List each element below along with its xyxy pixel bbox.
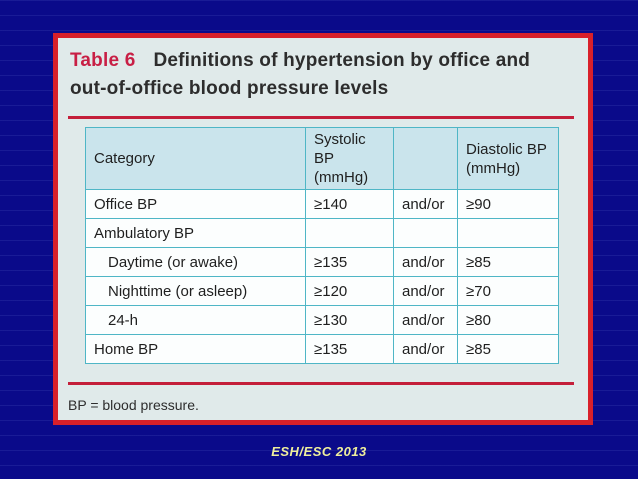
cell-category: Office BP: [85, 189, 306, 219]
table-row-nighttime: Nighttime (or asleep) ≥120 and/or ≥70: [85, 276, 559, 306]
column-header-category: Category: [85, 127, 306, 190]
cell-category: Daytime (or awake): [85, 247, 306, 277]
cell-systolic: ≥140: [305, 189, 394, 219]
cell-diastolic: ≥80: [457, 305, 559, 335]
cell-category: Ambulatory BP: [85, 218, 306, 248]
table-title-text: Definitions of hypertension by office an…: [70, 50, 531, 99]
cell-category: 24-h: [85, 305, 306, 335]
cell-systolic: [305, 218, 394, 248]
cell-category: Nighttime (or asleep): [85, 276, 306, 306]
cell-conjunction: and/or: [393, 305, 458, 335]
cell-conjunction: and/or: [393, 247, 458, 277]
table-number-label: Table 6: [70, 50, 136, 71]
credit-text: ESH/ESC 2013: [271, 444, 367, 459]
table-row-office-bp: Office BP ≥140 and/or ≥90: [85, 189, 559, 219]
cell-conjunction: and/or: [393, 189, 458, 219]
table-panel: Table 6 Definitions of hypertension by of…: [53, 33, 593, 425]
table-row-home-bp: Home BP ≥135 and/or ≥85: [85, 334, 559, 364]
cell-systolic: ≥120: [305, 276, 394, 306]
cell-conjunction: and/or: [393, 334, 458, 364]
cell-category: Home BP: [85, 334, 306, 364]
cell-systolic: ≥135: [305, 334, 394, 364]
cell-conjunction: and/or: [393, 276, 458, 306]
cell-diastolic: [457, 218, 559, 248]
table-row-24h: 24-h ≥130 and/or ≥80: [85, 305, 559, 335]
cell-diastolic: ≥70: [457, 276, 559, 306]
cell-systolic: ≥130: [305, 305, 394, 335]
cell-systolic: ≥135: [305, 247, 394, 277]
table-row-daytime: Daytime (or awake) ≥135 and/or ≥85: [85, 247, 559, 277]
cell-conjunction: [393, 218, 458, 248]
column-header-diastolic: Diastolic BP (mmHg): [457, 127, 559, 190]
column-header-systolic: Systolic BP (mmHg): [305, 127, 394, 190]
bottom-divider-rule: [68, 382, 574, 385]
cell-diastolic: ≥90: [457, 189, 559, 219]
footnote: BP = blood pressure.: [68, 397, 199, 413]
top-divider-rule: [68, 116, 574, 119]
bp-definitions-table: Category Systolic BP (mmHg) Diastolic BP…: [85, 127, 559, 364]
column-header-empty: [393, 127, 458, 190]
table-row-ambulatory-bp: Ambulatory BP: [85, 218, 559, 248]
table-header-row: Category Systolic BP (mmHg) Diastolic BP…: [85, 127, 559, 190]
cell-diastolic: ≥85: [457, 247, 559, 277]
panel-title: Table 6 Definitions of hypertension by of…: [70, 47, 572, 103]
cell-diastolic: ≥85: [457, 334, 559, 364]
